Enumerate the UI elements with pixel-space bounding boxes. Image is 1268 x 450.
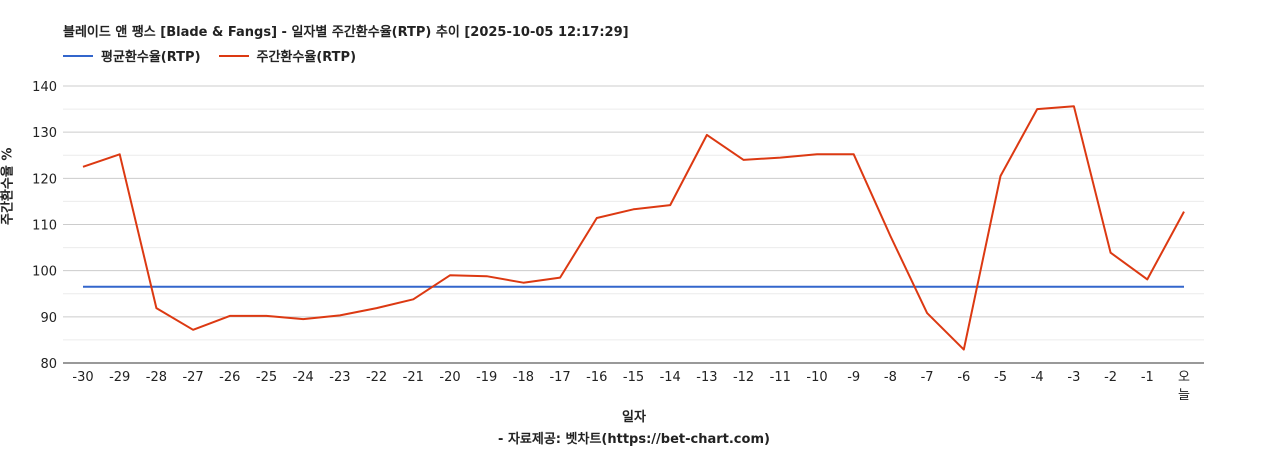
legend-label-average: 평균환수율(RTP) [101,50,201,65]
x-tick-label: -13 [696,370,717,385]
x-tick-label: -29 [109,370,130,385]
x-tick-label: -17 [549,370,570,385]
x-tick-label: -8 [884,370,897,385]
y-axis-title: 주간환수율 % [0,147,16,225]
x-tick-label: -3 [1067,370,1080,385]
series-line-weekly [82,105,1185,351]
x-tick-label: -28 [146,370,167,385]
x-tick-label: -10 [806,370,827,385]
x-tick-label: -11 [770,370,791,385]
y-tick-label: 140 [32,80,57,95]
legend-label-weekly: 주간환수율(RTP) [256,50,357,65]
x-axis-title: 일자 [622,410,646,425]
legend-swatch-weekly [218,54,249,57]
x-tick-label: -6 [957,370,970,385]
x-tick-label: -19 [476,370,497,385]
x-tick-label: -27 [182,370,203,385]
legend-item-weekly[interactable]: 주간환수율(RTP) [218,46,357,65]
y-tick-label: 90 [40,311,57,326]
x-tick-label: -15 [623,370,644,385]
x-tick-label: -21 [403,370,424,385]
y-tick-label: 130 [32,126,57,141]
x-tick-label: -20 [439,370,460,385]
x-tick-label: -4 [1031,370,1044,385]
x-tick-label: -1 [1141,370,1154,385]
x-tick-label: -2 [1104,370,1117,385]
x-tick-label: -9 [847,370,860,385]
source-note: - 자료제공: 벳차트(https://bet-chart.com) [498,432,770,447]
y-tick-label: 110 [32,219,57,234]
legend-item-average[interactable]: 평균환수율(RTP) [63,46,201,65]
legend-swatch-average [63,54,93,57]
x-tick-label: -12 [733,370,754,385]
x-tick-label: 오 [1178,370,1190,385]
legend: 평균환수율(RTP) 주간환수율(RTP) [63,46,374,65]
x-tick-label: 늘 [1178,388,1190,403]
x-tick-label: -14 [660,370,681,385]
x-tick-label: -7 [921,370,934,385]
y-tick-label: 100 [32,265,57,280]
x-tick-label: -24 [293,370,314,385]
x-tick-label: -26 [219,370,240,385]
x-tick-label: -25 [256,370,277,385]
y-tick-label: 120 [32,172,57,187]
x-tick-label: -5 [994,370,1007,385]
x-tick-label: -30 [72,370,93,385]
x-tick-label: -16 [586,370,607,385]
chart-title: 블레이드 앤 팽스 [Blade & Fangs] - 일자별 주간환수율(RT… [63,25,629,40]
x-tick-label: -22 [366,370,387,385]
x-tick-label: -18 [513,370,534,385]
x-tick-label: -23 [329,370,350,385]
y-tick-label: 80 [40,357,57,372]
